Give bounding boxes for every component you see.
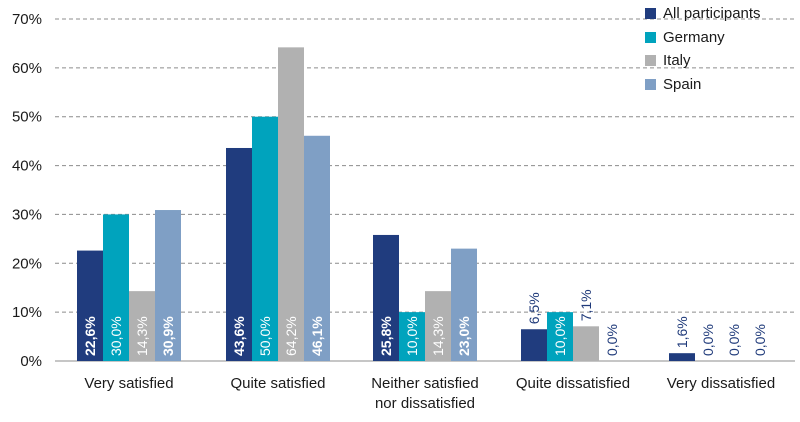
legend-swatch xyxy=(645,78,656,90)
y-tick-label: 10% xyxy=(12,304,42,321)
y-tick-label: 50% xyxy=(12,109,42,126)
bar-all-participants xyxy=(77,250,103,361)
legend-item: Spain xyxy=(645,73,797,97)
y-tick-label: 40% xyxy=(12,158,42,175)
data-label: 0,0% xyxy=(726,324,742,356)
data-label: 1,6% xyxy=(674,316,690,348)
bar-all-participants xyxy=(373,234,399,361)
legend-label: Italy xyxy=(663,52,691,70)
bar-all-participants xyxy=(669,353,695,361)
data-label: 23,0% xyxy=(456,316,472,356)
bar-germany xyxy=(252,116,278,361)
bar-spain xyxy=(155,210,181,361)
x-category-label: Quite satisfied xyxy=(230,375,325,392)
data-label: 30,0% xyxy=(108,316,124,356)
y-tick-label: 20% xyxy=(12,255,42,272)
data-label: 25,8% xyxy=(378,316,394,356)
legend-item: All participants xyxy=(645,2,797,26)
legend-label: Spain xyxy=(663,75,702,93)
x-category-label: Very dissatisfied xyxy=(667,375,775,392)
data-label: 64,2% xyxy=(283,316,299,356)
x-category-label: Quite dissatisfied xyxy=(516,375,630,392)
data-label: 30,9% xyxy=(160,316,176,356)
legend-label: All participants xyxy=(663,5,761,23)
legend: All participants Germany Italy Spain xyxy=(645,2,797,96)
bar-all-participants xyxy=(521,329,547,361)
y-tick-label: 0% xyxy=(20,353,42,370)
data-label: 7,1% xyxy=(578,289,594,321)
data-label: 43,6% xyxy=(231,316,247,356)
data-label: 22,6% xyxy=(82,316,98,356)
data-label: 0,0% xyxy=(752,324,768,356)
data-label: 10,0% xyxy=(404,316,420,356)
bar-germany xyxy=(547,312,573,361)
data-label: 10,0% xyxy=(552,316,568,356)
bar-italy xyxy=(278,47,304,361)
data-label: 6,5% xyxy=(526,292,542,324)
bar-italy xyxy=(425,291,451,361)
x-category-label: Very satisfied xyxy=(84,375,173,392)
bar-all-participants xyxy=(226,147,252,361)
data-label: 14,3% xyxy=(134,316,150,356)
bar-germany xyxy=(399,312,425,361)
bar-spain xyxy=(304,135,330,361)
legend-label: Germany xyxy=(663,28,725,46)
legend-swatch xyxy=(645,31,656,43)
data-label: 50,0% xyxy=(257,316,273,356)
bar-spain xyxy=(451,248,477,361)
x-category-label: nor dissatisfied xyxy=(375,395,475,412)
bar-germany xyxy=(103,214,129,361)
data-label: 46,1% xyxy=(309,316,325,356)
legend-item: Italy xyxy=(645,49,797,73)
data-label: 0,0% xyxy=(604,324,620,356)
y-tick-label: 60% xyxy=(12,60,42,77)
bar-italy xyxy=(573,326,599,361)
bar-italy xyxy=(129,291,155,361)
data-label: 14,3% xyxy=(430,316,446,356)
data-label: 0,0% xyxy=(700,324,716,356)
y-tick-label: 70% xyxy=(12,11,42,28)
legend-swatch xyxy=(645,8,656,20)
legend-swatch xyxy=(645,55,656,67)
x-category-label: Neither satisfied xyxy=(371,375,479,392)
legend-item: Germany xyxy=(645,26,797,50)
y-tick-label: 30% xyxy=(12,206,42,223)
